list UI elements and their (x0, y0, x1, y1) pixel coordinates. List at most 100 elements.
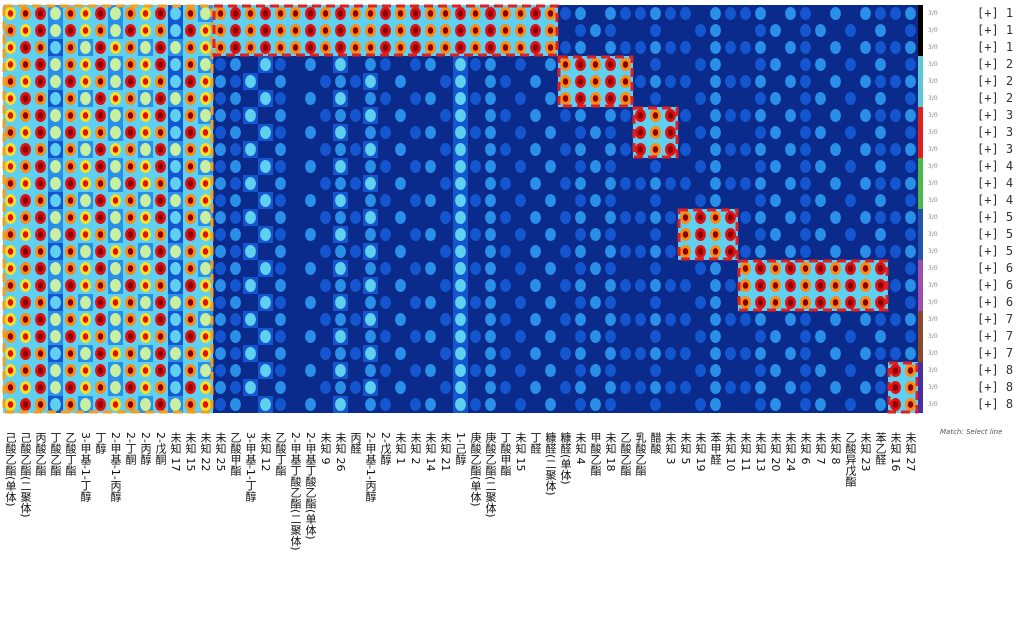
heatmap-spot (875, 177, 886, 190)
heatmap-spot-core (292, 27, 299, 34)
row-label-expand[interactable]: [+] 4 (977, 175, 1014, 190)
heatmap-spot (425, 364, 436, 377)
column-label: 乙酸丁酯 (64, 432, 77, 476)
heatmap-spot (635, 177, 646, 190)
heatmap-spot (785, 41, 796, 54)
row-label-expand[interactable]: [+] 1 (977, 22, 1014, 37)
heatmap-spot (395, 143, 406, 156)
row-label-expand[interactable]: [+] 4 (977, 158, 1014, 173)
heatmap-spot (170, 58, 181, 71)
heatmap-spot (545, 58, 556, 71)
heatmap-spot-core (622, 95, 629, 102)
heatmap-spot (170, 211, 181, 224)
heatmap-spot (560, 7, 571, 20)
heatmap-spot-core (67, 367, 74, 374)
row-label-expand[interactable]: [+] 4 (977, 192, 1014, 207)
row-label-expand[interactable]: [+] 2 (977, 73, 1014, 88)
heatmap-cell (513, 277, 528, 294)
heatmap-cell (858, 226, 873, 243)
heatmap-spot (770, 24, 781, 37)
row-label-expand[interactable]: [+] 1 (977, 5, 1014, 20)
row-label-expand[interactable]: [+] 7 (977, 311, 1014, 326)
row-tag: 3/0 (928, 400, 938, 408)
heatmap-spot-core (37, 112, 44, 119)
heatmap-spot (665, 75, 676, 88)
row-label-expand[interactable]: [+] 5 (977, 243, 1014, 258)
heatmap-spot (905, 92, 916, 105)
heatmap-cell (618, 260, 633, 277)
column-label: 3-甲基-1-丁醇 (79, 432, 92, 502)
row-label-expand[interactable]: [+] 8 (977, 362, 1014, 377)
heatmap-spot-core (127, 44, 134, 51)
row-label-expand[interactable]: [+] 8 (977, 379, 1014, 394)
heatmap-cell (243, 158, 258, 175)
group-color-bar (918, 158, 923, 209)
heatmap-spot (680, 109, 691, 122)
heatmap-spot (755, 364, 766, 377)
row-label-expand[interactable]: [+] 5 (977, 226, 1014, 241)
heatmap-spot-core (262, 10, 269, 17)
heatmap-spot-core (97, 10, 104, 17)
heatmap-spot (425, 296, 436, 309)
heatmap-spot (365, 109, 376, 122)
heatmap-spot-core (37, 129, 44, 136)
column-label: 未知 18 (604, 432, 617, 472)
heatmap-spot (215, 364, 226, 377)
heatmap-spot-core (37, 265, 44, 272)
heatmap-spot (380, 126, 391, 139)
heatmap-spot-core (562, 61, 569, 68)
row-label-expand[interactable]: [+] 7 (977, 345, 1014, 360)
heatmap-spot (860, 347, 871, 360)
heatmap-spot-core (187, 384, 194, 391)
row-label-expand[interactable]: [+] 3 (977, 124, 1014, 139)
row-label-expand[interactable]: [+] 3 (977, 141, 1014, 156)
heatmap-spot-core (787, 299, 794, 306)
heatmap-cell (318, 158, 333, 175)
heatmap-spot-core (127, 112, 134, 119)
heatmap-spot-core (517, 27, 524, 34)
heatmap-cell (288, 243, 303, 260)
row-label-expand[interactable]: [+] 6 (977, 294, 1014, 309)
heatmap-cell (243, 226, 258, 243)
heatmap-spot (350, 313, 361, 326)
heatmap-cell (813, 209, 828, 226)
heatmap-spot-core (82, 231, 89, 238)
heatmap-spot (110, 211, 121, 224)
row-label-expand[interactable]: [+] 6 (977, 260, 1014, 275)
row-label-expand[interactable]: [+] 2 (977, 56, 1014, 71)
heatmap-spot (635, 347, 646, 360)
row-label-expand[interactable]: [+] 3 (977, 107, 1014, 122)
heatmap-spot (665, 347, 676, 360)
heatmap-spot (335, 313, 346, 326)
heatmap-spot-core (307, 44, 314, 51)
highlight-box (887, 361, 919, 414)
heatmap-spot (485, 313, 496, 326)
heatmap-cell (543, 243, 558, 260)
heatmap-spot-core (7, 367, 14, 374)
row-label-expand[interactable]: [+] 8 (977, 396, 1014, 411)
heatmap-cell (558, 158, 573, 175)
heatmap-spot (875, 24, 886, 37)
heatmap-cell (558, 260, 573, 277)
heatmap-spot (530, 347, 541, 360)
row-label-expand[interactable]: [+] 1 (977, 39, 1014, 54)
heatmap-spot (575, 41, 586, 54)
heatmap-spot-core (142, 231, 149, 238)
heatmap-spot (500, 245, 511, 258)
column-label: 未知 19 (694, 432, 707, 472)
heatmap-spot-core (712, 248, 719, 255)
heatmap-cell (528, 90, 543, 107)
heatmap-spot-core (442, 10, 449, 17)
heatmap-cell (348, 226, 363, 243)
row-label-expand[interactable]: [+] 7 (977, 328, 1014, 343)
heatmap-spot (110, 126, 121, 139)
heatmap-spot (605, 160, 616, 173)
heatmap-spot-core (337, 10, 344, 17)
row-label-expand[interactable]: [+] 5 (977, 209, 1014, 224)
heatmap-cell (783, 192, 798, 209)
row-label-expand[interactable]: [+] 6 (977, 277, 1014, 292)
heatmap-spot-core (37, 163, 44, 170)
row-label-expand[interactable]: [+] 2 (977, 90, 1014, 105)
heatmap-spot (785, 75, 796, 88)
column-label: 乙酸丁酯 (274, 432, 287, 476)
